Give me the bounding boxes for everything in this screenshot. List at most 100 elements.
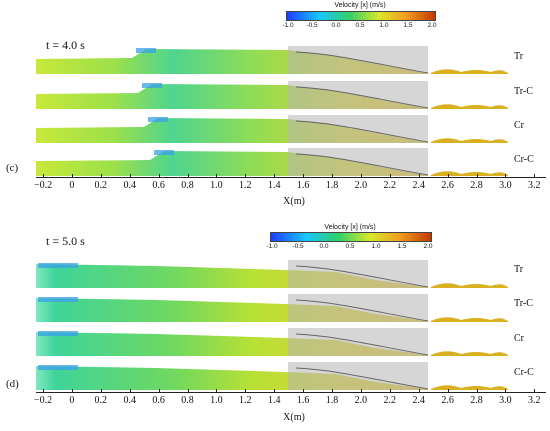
x-tick [534, 389, 536, 393]
x-tick-label: 1.6 [296, 180, 310, 191]
beach-slope [295, 120, 429, 143]
flow-field [36, 362, 508, 390]
panel-letter: (c) [6, 162, 19, 174]
x-tick [100, 389, 102, 393]
beach-slope [295, 367, 429, 390]
x-tick [187, 389, 189, 393]
x-axis-title: X(m) [283, 196, 305, 207]
x-tick-label: −0.2 [33, 395, 53, 406]
downstream-flow [431, 171, 508, 176]
x-tick-label: 0.8 [181, 180, 194, 191]
x-tick-label: 0.8 [181, 395, 194, 406]
x-tick-label: 1.0 [210, 395, 223, 406]
simulation-strip-tr-c [36, 294, 508, 322]
x-tick [389, 389, 391, 393]
wave-crest [148, 117, 168, 122]
x-tick-label: 0 [69, 395, 75, 406]
x-tick [129, 174, 131, 178]
x-tick [534, 174, 536, 178]
wave-crest [142, 83, 162, 88]
x-tick-label: 3.0 [499, 395, 512, 406]
x-tick-label: 0.2 [94, 180, 108, 191]
x-tick-label: 2.6 [441, 395, 454, 406]
case-label-tr-c: Tr-C [514, 86, 533, 97]
flow-field [36, 81, 508, 109]
x-tick [43, 174, 44, 178]
simulation-strip-cr-c [36, 362, 508, 390]
x-tick [303, 174, 305, 178]
beach-slope [295, 51, 429, 74]
x-tick-label: 2.0 [354, 180, 368, 191]
wave-crest [38, 331, 78, 336]
colorbar-tick: 2.0 [427, 22, 437, 29]
x-tick [129, 389, 131, 393]
downstream-flow [431, 385, 508, 390]
simulation-strip-cr [36, 115, 508, 143]
x-tick-label: 2.8 [470, 180, 483, 191]
colorbar-tick: 1.5 [397, 243, 407, 250]
beach-slope [295, 265, 429, 288]
x-tick-label: 2.0 [354, 395, 368, 406]
x-tick [447, 174, 449, 178]
x-axis-title: X(m) [283, 412, 305, 423]
x-tick-label: 0.2 [94, 395, 108, 406]
x-tick [100, 174, 102, 178]
colorbar-tick: 0.0 [319, 243, 329, 250]
colorbar-tick: -1.0 [266, 243, 278, 250]
colorbar-tick: -0.5 [292, 243, 304, 250]
downstream-flow [431, 104, 508, 109]
x-tick-label: 3.2 [528, 395, 541, 406]
x-tick [43, 389, 44, 393]
x-tick-label: 1.0 [210, 180, 223, 191]
colorbar-title: Velocity [x] (m/s) [334, 2, 386, 9]
x-tick-label: 0 [69, 180, 75, 191]
flow-field [36, 148, 508, 176]
x-tick [245, 174, 247, 178]
x-tick-label: 2.2 [383, 395, 397, 406]
flow-field [36, 294, 508, 322]
time-label: t = 5.0 s [46, 234, 85, 248]
colorbar-tick: 1.5 [403, 22, 413, 29]
downstream-flow [431, 351, 508, 356]
x-tick [158, 174, 160, 178]
simulation-strip-cr [36, 328, 508, 356]
downstream-flow [431, 317, 508, 322]
wave-crest [38, 297, 78, 302]
x-tick-label: 1.2 [239, 395, 252, 406]
x-tick [447, 389, 449, 393]
x-tick-label: 1.4 [267, 180, 281, 191]
case-label-cr-c: Cr-C [514, 154, 534, 165]
x-axis-line [36, 177, 546, 178]
downstream-flow [431, 138, 508, 143]
x-tick [303, 389, 305, 393]
flow-field [36, 260, 508, 288]
beach-slope [295, 153, 429, 176]
colorbar-tick: -1.0 [282, 22, 294, 29]
x-tick-label: 1.8 [325, 180, 339, 191]
colorbar-tick: 2.0 [423, 243, 433, 250]
x-tick [505, 389, 507, 393]
colorbar-title: Velocity [x] (m/s) [324, 224, 376, 231]
x-tick-label: 1.2 [239, 180, 252, 191]
x-tick [187, 174, 189, 178]
x-tick [418, 174, 420, 178]
x-tick [332, 174, 333, 178]
x-tick [71, 389, 73, 393]
case-label-cr: Cr [514, 333, 524, 344]
x-tick [274, 389, 276, 393]
wave-crest [38, 365, 78, 370]
x-tick-label: 1.8 [325, 395, 339, 406]
x-tick-label: 2.2 [383, 180, 397, 191]
colorbar-tick: 0.5 [355, 22, 365, 29]
x-tick [158, 389, 160, 393]
x-tick-label: 2.4 [412, 395, 425, 406]
x-tick-label: 0.6 [152, 180, 165, 191]
case-label-tr: Tr [514, 264, 524, 275]
beach-slope [295, 86, 429, 109]
flow-field [36, 46, 508, 74]
x-tick [216, 174, 218, 178]
x-tick-label: 2.6 [441, 180, 454, 191]
colorbar-tick: -0.5 [306, 22, 318, 29]
colorbar-tick: 0.0 [331, 22, 341, 29]
x-tick-label: 2.4 [412, 180, 425, 191]
